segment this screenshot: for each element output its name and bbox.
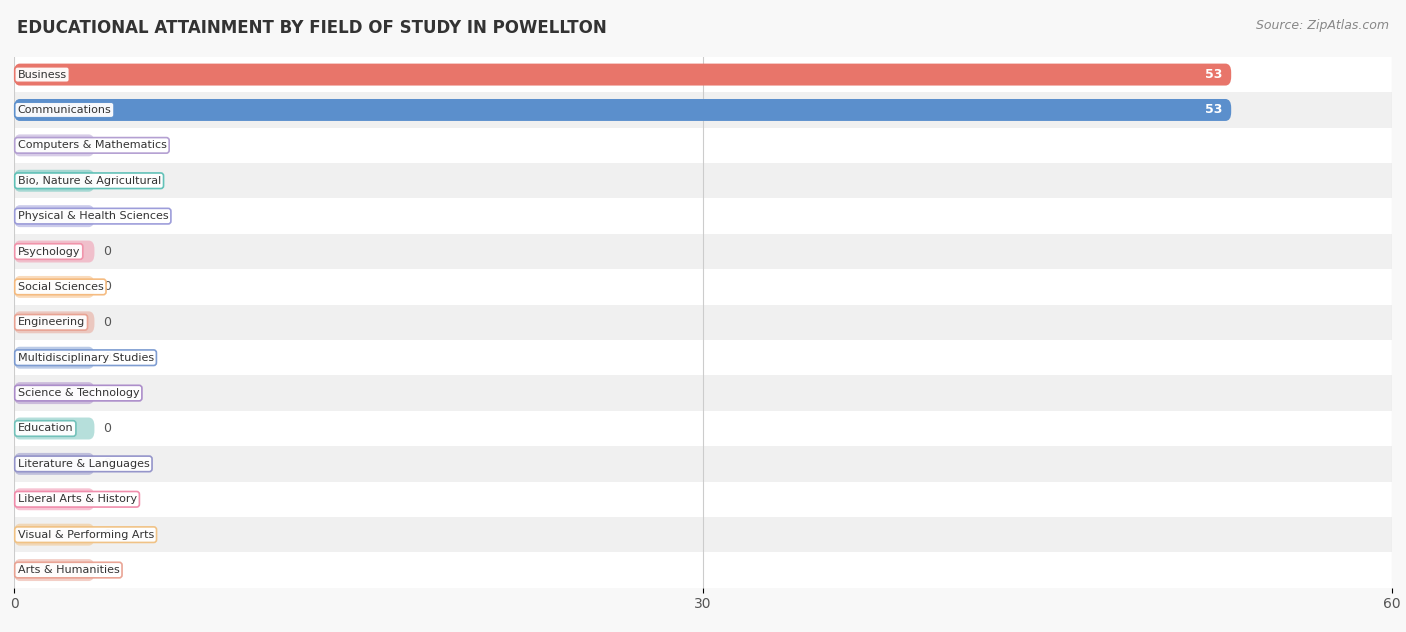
Bar bbox=[14, 482, 1392, 517]
Text: Psychology: Psychology bbox=[17, 246, 80, 257]
FancyBboxPatch shape bbox=[14, 347, 94, 368]
Bar bbox=[14, 305, 1392, 340]
FancyBboxPatch shape bbox=[14, 276, 94, 298]
FancyBboxPatch shape bbox=[14, 64, 1232, 85]
Text: 0: 0 bbox=[104, 528, 111, 541]
Bar bbox=[14, 552, 1392, 588]
Bar bbox=[14, 57, 1392, 92]
Text: EDUCATIONAL ATTAINMENT BY FIELD OF STUDY IN POWELLTON: EDUCATIONAL ATTAINMENT BY FIELD OF STUDY… bbox=[17, 19, 606, 37]
Text: 0: 0 bbox=[104, 458, 111, 470]
FancyBboxPatch shape bbox=[14, 524, 94, 545]
Bar bbox=[14, 128, 1392, 163]
Text: Liberal Arts & History: Liberal Arts & History bbox=[17, 494, 136, 504]
Text: 0: 0 bbox=[104, 387, 111, 399]
Bar bbox=[14, 517, 1392, 552]
FancyBboxPatch shape bbox=[14, 489, 94, 510]
Text: Computers & Mathematics: Computers & Mathematics bbox=[17, 140, 166, 150]
FancyBboxPatch shape bbox=[14, 312, 94, 333]
Text: 0: 0 bbox=[104, 316, 111, 329]
Bar bbox=[14, 269, 1392, 305]
FancyBboxPatch shape bbox=[14, 170, 94, 191]
Text: Visual & Performing Arts: Visual & Performing Arts bbox=[17, 530, 153, 540]
Bar bbox=[14, 340, 1392, 375]
Text: 53: 53 bbox=[1205, 68, 1222, 81]
Text: 0: 0 bbox=[104, 281, 111, 293]
Bar bbox=[14, 92, 1392, 128]
Bar bbox=[14, 446, 1392, 482]
Text: Social Sciences: Social Sciences bbox=[17, 282, 103, 292]
Text: 0: 0 bbox=[104, 422, 111, 435]
Text: Science & Technology: Science & Technology bbox=[17, 388, 139, 398]
Text: 0: 0 bbox=[104, 493, 111, 506]
Text: Education: Education bbox=[17, 423, 73, 434]
Text: 0: 0 bbox=[104, 351, 111, 364]
FancyBboxPatch shape bbox=[14, 382, 94, 404]
Bar bbox=[14, 375, 1392, 411]
Text: 0: 0 bbox=[104, 210, 111, 222]
FancyBboxPatch shape bbox=[14, 135, 94, 156]
FancyBboxPatch shape bbox=[14, 99, 1232, 121]
Text: 53: 53 bbox=[1205, 104, 1222, 116]
Text: Business: Business bbox=[17, 70, 66, 80]
FancyBboxPatch shape bbox=[14, 453, 94, 475]
FancyBboxPatch shape bbox=[14, 559, 94, 581]
FancyBboxPatch shape bbox=[14, 205, 94, 227]
FancyBboxPatch shape bbox=[14, 241, 94, 262]
Text: Multidisciplinary Studies: Multidisciplinary Studies bbox=[17, 353, 153, 363]
Bar bbox=[14, 163, 1392, 198]
Text: 0: 0 bbox=[104, 174, 111, 187]
Text: Bio, Nature & Agricultural: Bio, Nature & Agricultural bbox=[17, 176, 160, 186]
Bar bbox=[14, 234, 1392, 269]
Text: Arts & Humanities: Arts & Humanities bbox=[17, 565, 120, 575]
Bar bbox=[14, 198, 1392, 234]
Text: Literature & Languages: Literature & Languages bbox=[17, 459, 149, 469]
Text: 0: 0 bbox=[104, 564, 111, 576]
FancyBboxPatch shape bbox=[14, 418, 94, 439]
Text: Communications: Communications bbox=[17, 105, 111, 115]
Text: Engineering: Engineering bbox=[17, 317, 84, 327]
Text: Physical & Health Sciences: Physical & Health Sciences bbox=[17, 211, 169, 221]
Text: 0: 0 bbox=[104, 245, 111, 258]
Bar bbox=[14, 411, 1392, 446]
Text: Source: ZipAtlas.com: Source: ZipAtlas.com bbox=[1256, 19, 1389, 32]
Text: 0: 0 bbox=[104, 139, 111, 152]
